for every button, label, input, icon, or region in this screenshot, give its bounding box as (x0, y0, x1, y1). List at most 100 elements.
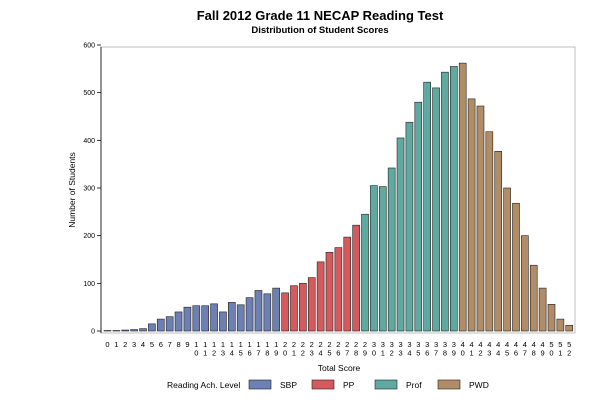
chart-subtitle: Distribution of Student Scores (251, 25, 388, 36)
bar-score-43 (485, 131, 494, 332)
x-tick-label-9: 9 (185, 340, 189, 349)
y-tick-label-500: 500 (83, 90, 95, 97)
y-tick-label-400: 400 (83, 138, 95, 145)
x-tick-label-3: 3 (132, 340, 136, 349)
bar-score-8 (174, 311, 183, 332)
bar-score-34 (405, 121, 414, 332)
bar-score-48 (529, 264, 538, 332)
bar-score-20 (281, 292, 289, 332)
x-tick-label-4: 4 (141, 340, 145, 349)
bar-score-6 (156, 318, 165, 332)
legend-swatch-pwd (437, 379, 461, 390)
legend-label-prof: Prof (406, 380, 422, 390)
bar-score-28 (352, 224, 360, 332)
bar-score-11 (201, 305, 209, 332)
bar-score-0 (103, 330, 112, 332)
x-axis-label: Total Score (318, 363, 361, 373)
bar-score-13 (219, 311, 227, 332)
legend-label-pp: PP (343, 380, 355, 390)
bar-score-49 (538, 287, 547, 332)
legend-label-pwd: PWD (469, 380, 489, 390)
bar-score-14 (228, 302, 236, 332)
bar-score-12 (210, 303, 218, 332)
x-tick-label-8: 8 (176, 340, 180, 349)
bar-score-46 (512, 202, 520, 332)
bar-score-24 (316, 261, 325, 332)
y-tick-label-600: 600 (83, 43, 95, 50)
bar-score-29 (361, 213, 369, 332)
bar-score-19 (272, 287, 281, 332)
bar-score-21 (290, 285, 298, 332)
legend-swatch-pp (311, 379, 335, 390)
bar-score-7 (165, 316, 174, 332)
chart-title: Fall 2012 Grade 11 NECAP Reading Test (197, 8, 444, 23)
bar-score-38 (441, 71, 449, 332)
bar-score-5 (148, 323, 156, 332)
bar-score-50 (547, 304, 556, 332)
x-tick-label-5: 5 (150, 340, 154, 349)
bar-score-37 (432, 87, 440, 332)
bar-score-30 (370, 185, 378, 332)
bar-score-27 (343, 236, 352, 332)
bar-score-22 (299, 283, 307, 332)
y-tick-label-100: 100 (83, 281, 95, 288)
legend-title: Reading Ach. Level (167, 380, 240, 390)
bar-score-40 (458, 62, 467, 332)
bar-score-4 (139, 328, 147, 332)
x-tick-label-1: 1 (114, 340, 118, 349)
bar-score-1 (112, 330, 121, 332)
legend-label-sbp: SBP (280, 380, 297, 390)
bar-score-3 (130, 329, 138, 332)
y-axis: 0 100 200 300 400 500 600 (83, 43, 102, 336)
y-tick-label-200: 200 (83, 233, 95, 240)
bar-score-26 (334, 247, 343, 332)
bar-score-2 (121, 329, 130, 332)
bar-score-18 (263, 293, 272, 332)
bar-score-31 (378, 186, 387, 332)
y-tick-label-0: 0 (91, 329, 95, 336)
y-tick-label-300: 300 (83, 186, 95, 193)
bar-score-17 (254, 290, 263, 332)
bar-score-35 (414, 101, 423, 332)
x-tick-label-2: 2 (123, 340, 127, 349)
bar-score-33 (396, 137, 405, 332)
bar-score-51 (556, 318, 565, 332)
x-axis: 0 1 2 3 4 5 6 7 8 9 1 01 11 21 31 41 51 61 71 81 92 02 12 22 32 4… (105, 340, 571, 358)
